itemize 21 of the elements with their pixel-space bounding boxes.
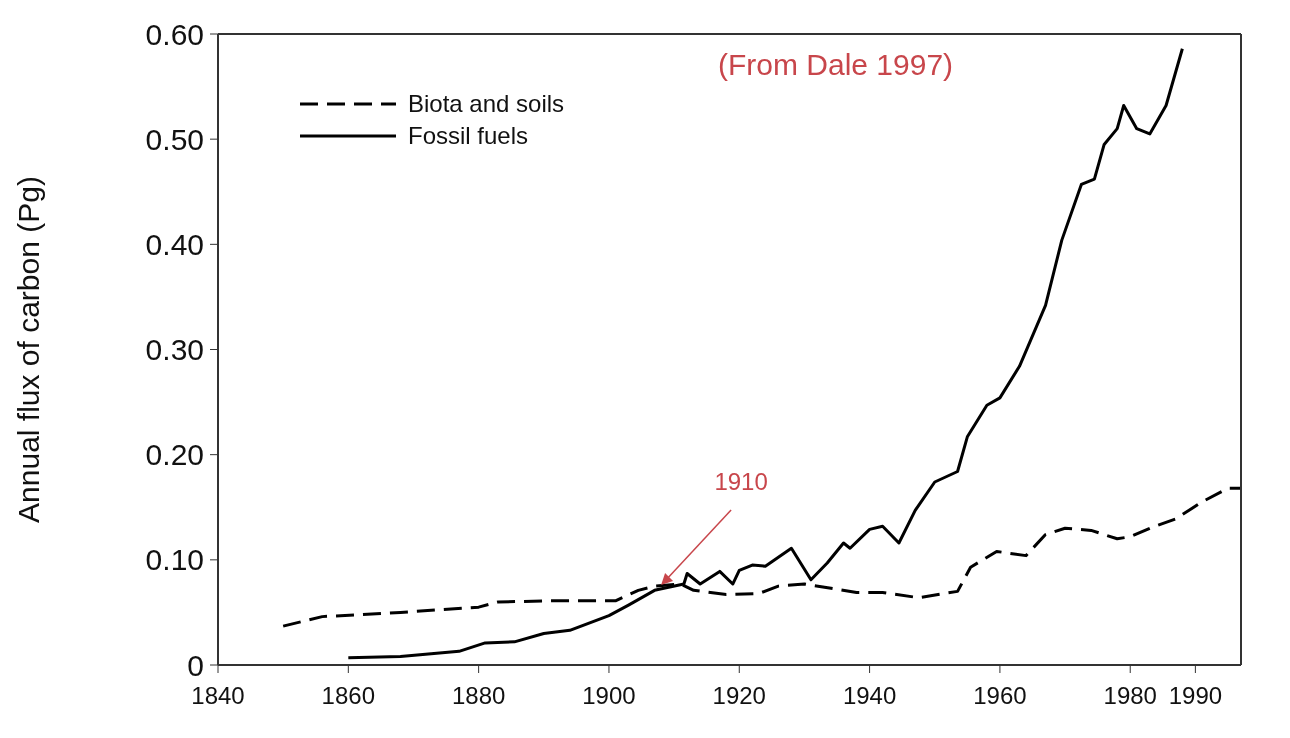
y-tick-label: 0.40 [145, 227, 204, 261]
annotation: (From Dale 1997) [718, 48, 954, 82]
x-tick-label: 1860 [321, 682, 376, 710]
x-tick-label: 1990 [1168, 682, 1223, 710]
x-tick-label: 1920 [712, 682, 766, 710]
annotation: 1910 [714, 468, 768, 496]
x-tick-label: 1940 [842, 682, 897, 710]
legend-label: Fossil fuels [408, 122, 529, 150]
x-tick-label: 1960 [973, 682, 1027, 710]
x-tick-label: 1900 [582, 682, 636, 710]
x-tick-label: 1880 [451, 682, 506, 710]
y-tick-label: 0 [187, 648, 204, 682]
x-tick-label: 1840 [191, 682, 245, 710]
y-axis-title: Annual flux of carbon (Pg) [11, 176, 45, 523]
y-tick-label: 0.30 [145, 333, 204, 367]
y-tick-label: 0.10 [145, 543, 204, 577]
legend-label: Biota and soils [408, 90, 565, 118]
y-tick-label: 0.50 [145, 122, 204, 156]
y-tick-label: 0.60 [145, 17, 204, 51]
x-tick-label: 1980 [1103, 682, 1157, 710]
y-tick-label: 0.20 [145, 438, 204, 472]
